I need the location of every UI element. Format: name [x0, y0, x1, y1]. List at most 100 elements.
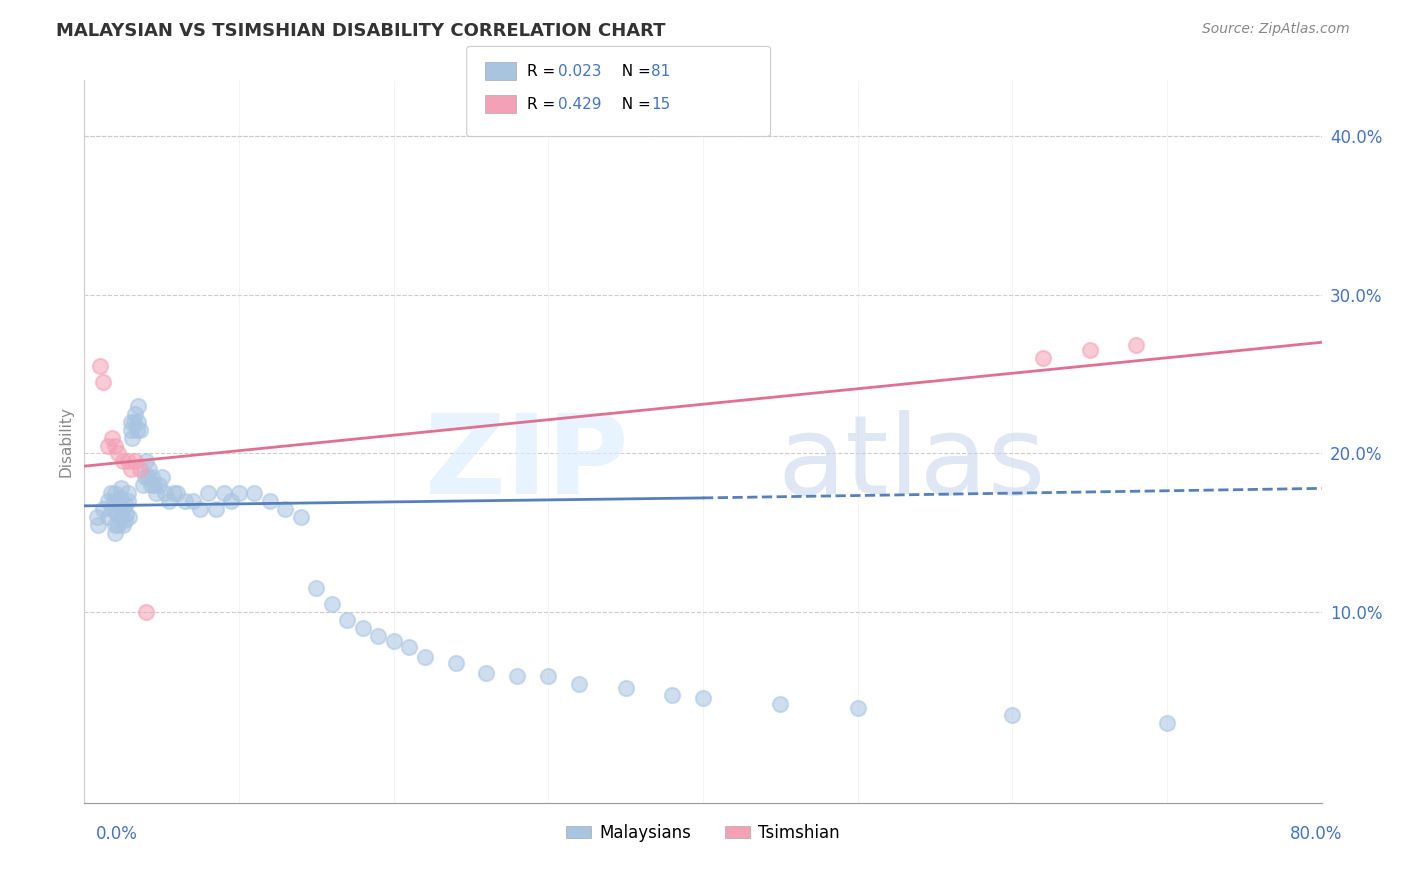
Point: [148, 478, 170, 492]
Point: [159, 494, 180, 508]
Point: [568, 676, 591, 690]
Point: [91, 502, 114, 516]
Point: [1125, 338, 1147, 352]
Point: [105, 507, 128, 521]
Point: [769, 698, 792, 712]
Point: [107, 497, 129, 511]
Point: [112, 517, 135, 532]
Point: [110, 510, 132, 524]
Point: [174, 494, 197, 508]
Point: [96, 510, 118, 524]
Point: [117, 486, 139, 500]
Text: 81: 81: [651, 64, 671, 78]
Point: [107, 446, 129, 460]
Point: [87, 517, 110, 532]
Point: [141, 470, 163, 484]
Point: [197, 486, 219, 500]
Text: 80.0%: 80.0%: [1291, 825, 1343, 843]
Point: [114, 513, 136, 527]
Point: [212, 486, 235, 500]
Point: [132, 478, 155, 492]
Point: [101, 502, 124, 516]
Text: 0.429: 0.429: [558, 97, 602, 112]
Point: [115, 507, 138, 521]
Point: [120, 462, 142, 476]
Point: [112, 454, 135, 468]
Point: [120, 415, 142, 429]
Point: [117, 494, 139, 508]
Point: [110, 482, 132, 496]
Text: R =: R =: [527, 97, 561, 112]
Point: [125, 423, 148, 437]
Point: [336, 613, 359, 627]
Point: [127, 415, 149, 429]
Point: [163, 486, 186, 500]
Point: [117, 454, 139, 468]
Point: [108, 491, 131, 505]
Text: Source: ZipAtlas.com: Source: ZipAtlas.com: [1202, 22, 1350, 37]
Text: atlas: atlas: [778, 409, 1046, 516]
Point: [114, 497, 136, 511]
Point: [134, 470, 156, 484]
Point: [352, 621, 374, 635]
Point: [124, 407, 146, 421]
Point: [153, 486, 176, 500]
Point: [290, 510, 312, 524]
Point: [100, 486, 122, 500]
Point: [107, 517, 129, 532]
Point: [321, 597, 343, 611]
Point: [205, 502, 228, 516]
Point: [1001, 708, 1024, 723]
Point: [103, 494, 125, 508]
Text: N =: N =: [612, 64, 655, 78]
Text: R =: R =: [527, 64, 561, 78]
Point: [129, 462, 152, 476]
Point: [139, 478, 162, 492]
Point: [475, 665, 498, 680]
Point: [692, 691, 714, 706]
Point: [104, 438, 127, 452]
Point: [104, 525, 127, 540]
Y-axis label: Disability: Disability: [58, 406, 73, 477]
Point: [118, 510, 141, 524]
Point: [127, 399, 149, 413]
Point: [506, 669, 529, 683]
Point: [188, 502, 211, 516]
Text: N =: N =: [612, 97, 655, 112]
Text: 15: 15: [651, 97, 671, 112]
Point: [96, 494, 118, 508]
Point: [91, 375, 114, 389]
Point: [228, 486, 250, 500]
Point: [305, 582, 328, 596]
Point: [219, 494, 242, 508]
Point: [96, 438, 118, 452]
Point: [122, 415, 145, 429]
Point: [101, 431, 124, 445]
Point: [121, 431, 143, 445]
Point: [259, 494, 281, 508]
Point: [1032, 351, 1054, 366]
Point: [1156, 716, 1178, 731]
Point: [124, 454, 146, 468]
Point: [444, 656, 467, 670]
Point: [129, 423, 152, 437]
Point: [614, 681, 637, 696]
Point: [367, 629, 389, 643]
Point: [150, 470, 173, 484]
Point: [89, 359, 111, 373]
Text: 0.023: 0.023: [558, 64, 602, 78]
Point: [181, 494, 204, 508]
Point: [661, 688, 683, 702]
Point: [1078, 343, 1101, 358]
Point: [243, 486, 266, 500]
Point: [138, 462, 160, 476]
Point: [112, 502, 135, 516]
Point: [135, 454, 157, 468]
Point: [104, 517, 127, 532]
Point: [120, 423, 142, 437]
Point: [398, 640, 420, 655]
Text: ZIP: ZIP: [426, 409, 628, 516]
Point: [143, 478, 166, 492]
Point: [136, 470, 159, 484]
Point: [86, 510, 108, 524]
